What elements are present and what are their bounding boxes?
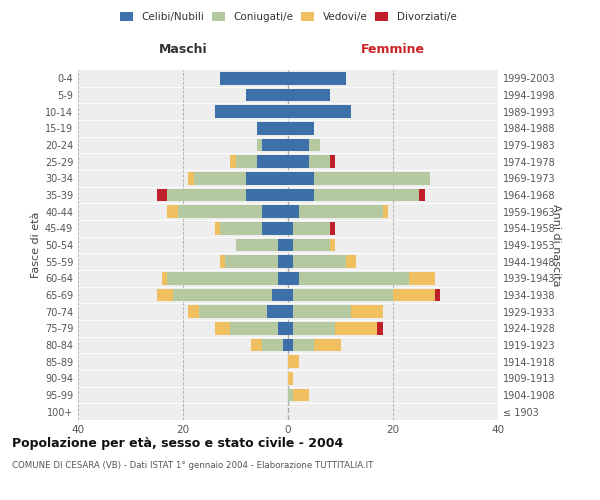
Bar <box>167 272 277 284</box>
Bar <box>267 306 288 318</box>
Bar <box>230 322 277 334</box>
Bar <box>288 239 293 251</box>
Bar <box>277 322 288 334</box>
Bar <box>314 339 341 351</box>
Y-axis label: Fasce di età: Fasce di età <box>31 212 41 278</box>
Bar <box>314 188 419 201</box>
Bar <box>215 222 220 234</box>
Bar <box>293 222 330 234</box>
Bar <box>188 306 199 318</box>
Bar <box>157 188 167 201</box>
Bar <box>220 72 288 85</box>
Bar <box>288 222 293 234</box>
Bar <box>293 239 330 251</box>
Bar <box>220 256 225 268</box>
Bar <box>251 339 262 351</box>
Bar <box>288 122 314 134</box>
Bar <box>288 206 299 218</box>
Bar <box>246 188 288 201</box>
Bar <box>277 239 288 251</box>
Bar <box>215 322 230 334</box>
Text: COMUNE DI CESARA (VB) - Dati ISTAT 1° gennaio 2004 - Elaborazione TUTTITALIA.IT: COMUNE DI CESARA (VB) - Dati ISTAT 1° ge… <box>12 461 373 470</box>
Bar <box>220 222 262 234</box>
Text: Maschi: Maschi <box>158 43 208 56</box>
Bar <box>162 272 167 284</box>
Bar <box>246 172 288 184</box>
Bar <box>288 156 309 168</box>
Bar <box>288 339 293 351</box>
Y-axis label: Anni di nascita: Anni di nascita <box>551 204 561 286</box>
Bar <box>288 322 293 334</box>
Bar <box>262 206 288 218</box>
Bar <box>167 206 178 218</box>
Bar <box>299 206 383 218</box>
Bar <box>262 222 288 234</box>
Bar <box>293 339 314 351</box>
Bar <box>346 256 356 268</box>
Bar <box>277 272 288 284</box>
Bar <box>309 138 320 151</box>
Bar <box>288 272 299 284</box>
Bar <box>277 256 288 268</box>
Bar <box>288 89 330 101</box>
Bar <box>435 289 440 301</box>
Bar <box>330 239 335 251</box>
Bar <box>215 106 288 118</box>
Bar <box>199 306 267 318</box>
Bar <box>288 306 293 318</box>
Bar <box>288 389 293 401</box>
Bar <box>173 289 272 301</box>
Bar <box>293 322 335 334</box>
Bar <box>257 122 288 134</box>
Bar <box>288 372 293 384</box>
Bar <box>377 322 383 334</box>
Bar <box>178 206 262 218</box>
Bar <box>235 239 277 251</box>
Bar <box>167 188 246 201</box>
Bar <box>293 389 309 401</box>
Bar <box>283 339 288 351</box>
Bar <box>293 306 351 318</box>
Bar <box>409 272 435 284</box>
Bar <box>330 222 335 234</box>
Bar <box>188 172 193 184</box>
Bar <box>330 156 335 168</box>
Bar <box>235 156 257 168</box>
Bar <box>299 272 409 284</box>
Bar <box>383 206 388 218</box>
Text: Popolazione per età, sesso e stato civile - 2004: Popolazione per età, sesso e stato civil… <box>12 437 343 450</box>
Bar <box>193 172 246 184</box>
Bar <box>225 256 277 268</box>
Legend: Celibi/Nubili, Coniugati/e, Vedovi/e, Divorziati/e: Celibi/Nubili, Coniugati/e, Vedovi/e, Di… <box>118 10 458 24</box>
Bar <box>314 172 430 184</box>
Bar <box>419 188 425 201</box>
Bar <box>309 156 330 168</box>
Bar <box>262 138 288 151</box>
Bar <box>288 188 314 201</box>
Bar <box>351 306 383 318</box>
Bar <box>288 106 351 118</box>
Bar <box>288 138 309 151</box>
Bar <box>157 289 173 301</box>
Bar <box>288 72 346 85</box>
Text: Femmine: Femmine <box>361 43 425 56</box>
Bar <box>257 156 288 168</box>
Bar <box>293 256 346 268</box>
Bar <box>288 172 314 184</box>
Bar <box>272 289 288 301</box>
Bar <box>335 322 377 334</box>
Bar <box>262 339 283 351</box>
Bar <box>257 138 262 151</box>
Bar <box>288 289 293 301</box>
Bar <box>393 289 435 301</box>
Bar <box>230 156 235 168</box>
Bar <box>288 356 299 368</box>
Bar <box>288 256 293 268</box>
Bar <box>246 89 288 101</box>
Bar <box>293 289 393 301</box>
